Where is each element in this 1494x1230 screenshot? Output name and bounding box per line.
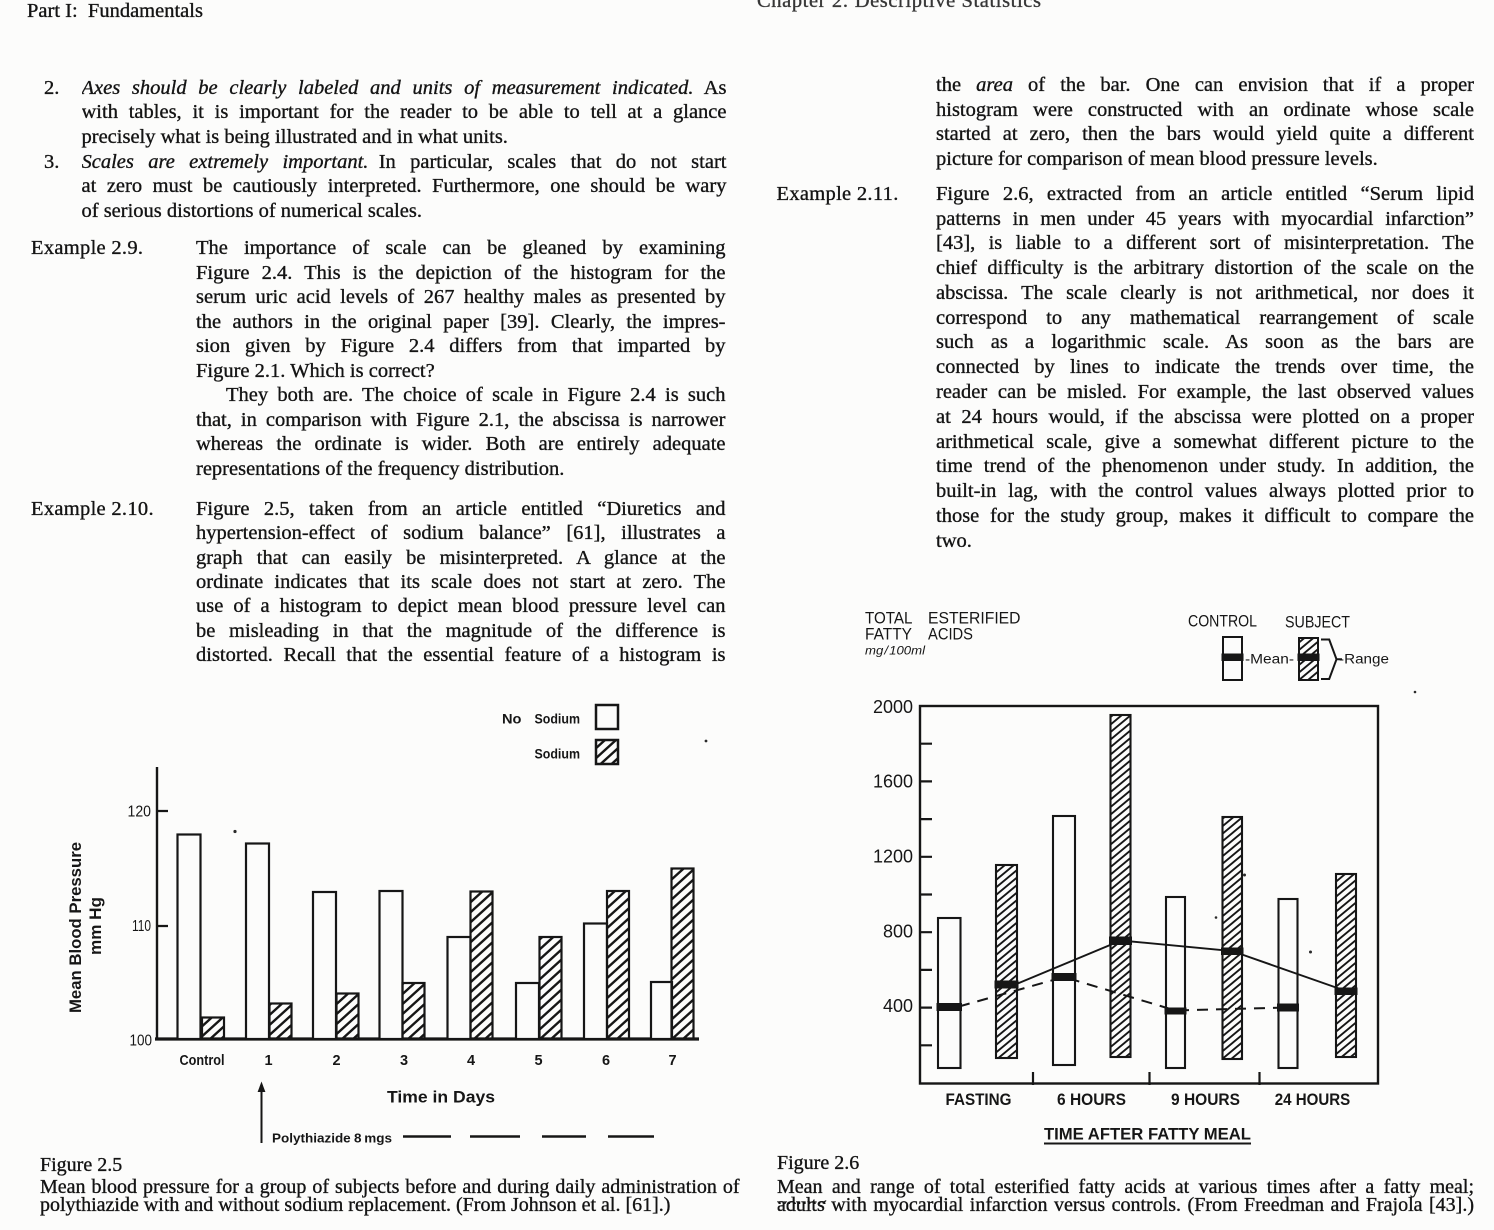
svg-text:2: 2 — [332, 1053, 340, 1069]
svg-text:CONTROL: CONTROL — [1188, 613, 1257, 631]
svg-text:-Mean-: -Mean- — [1245, 652, 1294, 667]
svg-text:6: 6 — [602, 1053, 610, 1069]
svg-text:1: 1 — [264, 1053, 272, 1069]
svg-text:Control: Control — [180, 1053, 225, 1069]
svg-text:400: 400 — [883, 996, 913, 1016]
svg-text:800: 800 — [883, 922, 913, 942]
svg-text:TOTAL: TOTAL — [865, 610, 913, 628]
svg-text:FATTY: FATTY — [865, 626, 912, 644]
svg-text:ESTERIFIED: ESTERIFIED — [928, 610, 1021, 628]
svg-text:Sodium: Sodium — [535, 746, 581, 762]
svg-text:FASTING: FASTING — [946, 1091, 1012, 1109]
svg-text:No: No — [502, 711, 522, 727]
svg-text:mg / 100ml: mg / 100ml — [865, 646, 925, 658]
svg-text:Time in Days: Time in Days — [387, 1089, 495, 1107]
svg-text:9 HOURS: 9 HOURS — [1171, 1091, 1240, 1109]
svg-text:24 HOURS: 24 HOURS — [1275, 1091, 1351, 1109]
svg-text:120: 120 — [128, 804, 152, 821]
svg-text:6 HOURS: 6 HOURS — [1057, 1091, 1126, 1109]
svg-text:5: 5 — [534, 1053, 542, 1069]
svg-text:Polythiazide 8 mgs: Polythiazide 8 mgs — [272, 1131, 392, 1146]
svg-text:-Range: -Range — [1339, 652, 1389, 667]
svg-text:100: 100 — [130, 1033, 153, 1050]
svg-text:1200: 1200 — [873, 847, 913, 867]
svg-text:7: 7 — [668, 1053, 676, 1069]
svg-text:110: 110 — [132, 918, 151, 935]
svg-text:Mean Blood Pressure: Mean Blood Pressure — [66, 842, 85, 1013]
svg-text:2000: 2000 — [873, 697, 913, 717]
svg-text:Sodium: Sodium — [535, 711, 581, 727]
svg-text:mm Hg: mm Hg — [86, 897, 105, 955]
svg-text:4: 4 — [467, 1053, 475, 1069]
svg-text:TIME AFTER FATTY MEAL: TIME AFTER FATTY MEAL — [1044, 1126, 1251, 1144]
svg-text:SUBJECT: SUBJECT — [1285, 614, 1350, 632]
svg-text:ACIDS: ACIDS — [928, 626, 973, 644]
svg-text:3: 3 — [400, 1053, 408, 1069]
svg-text:1600: 1600 — [873, 772, 913, 792]
